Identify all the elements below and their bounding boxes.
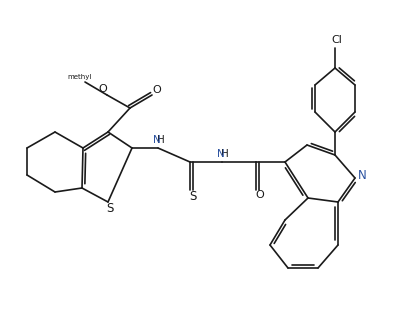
- Text: O: O: [255, 190, 264, 200]
- Text: O: O: [98, 84, 107, 94]
- Text: N: N: [153, 135, 161, 145]
- Text: N: N: [216, 149, 224, 159]
- Text: O: O: [152, 85, 161, 95]
- Text: H: H: [157, 135, 164, 145]
- Text: S: S: [189, 191, 196, 203]
- Text: Cl: Cl: [331, 35, 342, 45]
- Text: methyl: methyl: [68, 74, 92, 80]
- Text: S: S: [106, 202, 114, 215]
- Text: H: H: [221, 149, 228, 159]
- Text: N: N: [357, 170, 366, 183]
